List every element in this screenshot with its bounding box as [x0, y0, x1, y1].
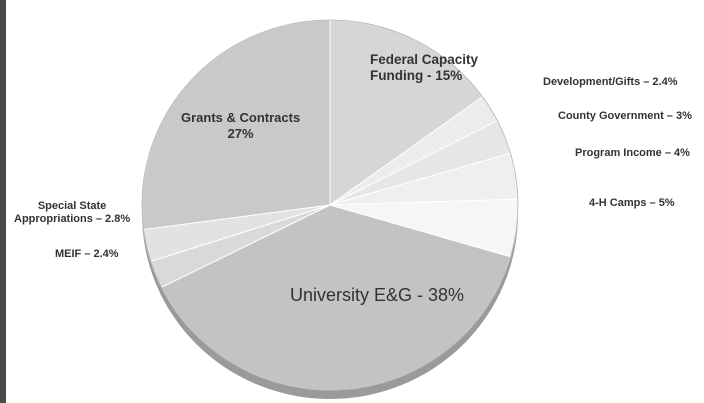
slice-label-line: University E&G - 38%: [290, 285, 465, 305]
slice-label-county-government: County Government – 3%: [558, 110, 692, 123]
slice-label-4-h-camps: 4-H Camps – 5%: [589, 197, 675, 210]
slice-label-line: 27%: [227, 125, 254, 141]
slice-label-federal-capacity-funding: Federal Capacity Funding - 15%: [370, 52, 478, 84]
slice-label-line: Federal Capacity: [370, 52, 479, 67]
slice-label-line: Grants & Contracts: [181, 110, 301, 125]
slice-label-special-state-appropriations: Special State Appropriations – 2.8%: [14, 200, 130, 226]
slice-label-program-income: Program Income – 4%: [575, 147, 690, 160]
slice-label-line: Development/Gifts – 2.4%: [543, 76, 678, 88]
slice-label-line: Special State: [37, 200, 107, 212]
slice-label-line: MEIF – 2.4%: [55, 248, 119, 260]
slice-label-development-gifts: Development/Gifts – 2.4%: [543, 76, 678, 89]
pie-rim: [141, 19, 519, 391]
slice-label-university-e-g: University E&G - 38%: [290, 285, 464, 307]
slice-label-line: 4-H Camps – 5%: [589, 197, 675, 209]
slice-label-meif: MEIF – 2.4%: [55, 248, 119, 261]
slice-label-line: Funding - 15%: [370, 68, 463, 84]
slice-label-line: Appropriations – 2.8%: [14, 213, 131, 226]
slice-label-line: County Government – 3%: [558, 110, 692, 122]
left-edge-border: [0, 0, 6, 403]
slice-label-grants-contracts: Grants & Contracts 27%: [181, 110, 300, 141]
slice-label-line: Program Income – 4%: [575, 147, 690, 159]
